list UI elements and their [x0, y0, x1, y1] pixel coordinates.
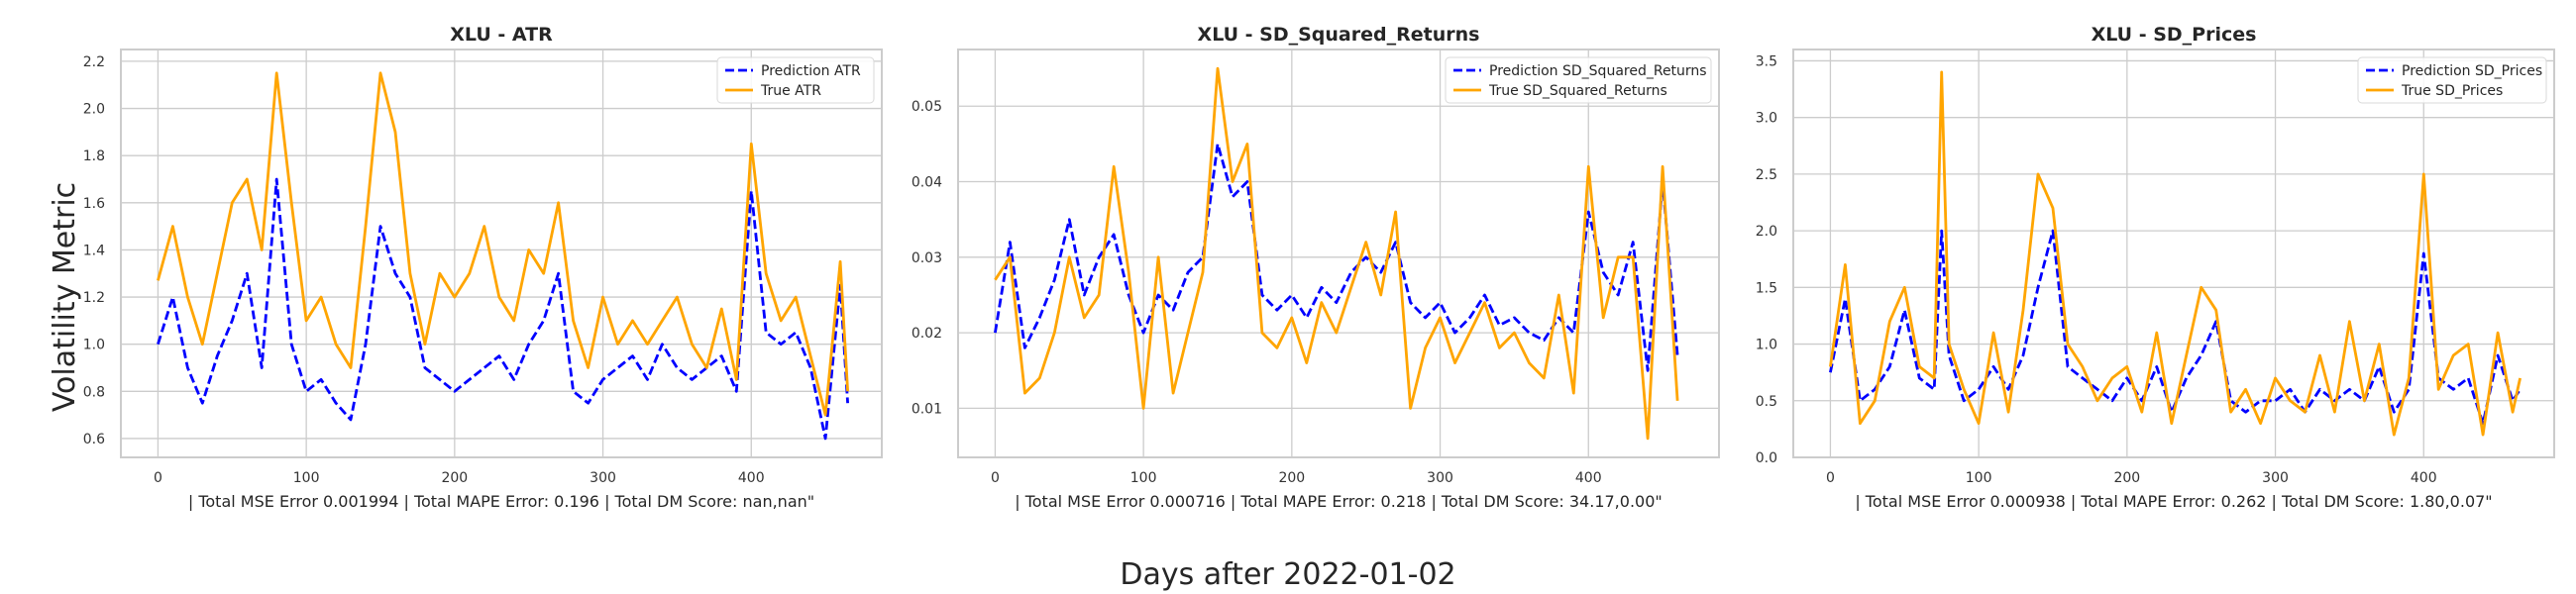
y-tick-label: 3.5: [1756, 53, 1777, 69]
legend-box: [2357, 56, 2547, 104]
legend-box: [716, 56, 875, 104]
prediction-line: [1829, 229, 2522, 426]
subplot-x-label: | Total MSE Error 0.000938 | Total MAPE …: [1855, 492, 2492, 511]
y-tick-label: 1.4: [83, 243, 105, 258]
subplot-x-label: | Total MSE Error 0.000716 | Total MAPE …: [1015, 492, 1663, 511]
y-tick-label: 1.5: [1756, 280, 1777, 296]
prediction-line: [157, 177, 849, 441]
subplot-panels: 0 100 200 300 400 0.6 0.8 1.0 1.2 1.4 1.6 1.8 2.0 2.2…: [83, 24, 2555, 511]
plot-frame: [120, 49, 883, 458]
true-line: [157, 71, 849, 417]
x-tick-label: 300: [2262, 470, 2289, 486]
y-tick-label: 2.2: [83, 54, 105, 70]
y-tick-label: 3.0: [1756, 111, 1777, 127]
x-tick-label: 0: [154, 470, 162, 486]
legend-box: [1445, 56, 1712, 104]
legend-label: True SD_Squared_Returns: [1488, 83, 1667, 99]
subplot-title: XLU - ATR: [450, 24, 553, 46]
y-tick-label: 0.05: [912, 99, 942, 115]
y-tick-label: 2.0: [83, 102, 105, 118]
x-tick-label: 100: [1130, 470, 1157, 486]
subplot-1: 0 100 200 300 400 0.6 0.8 1.0 1.2 1.4 1.6 1.8 2.0 2.2…: [83, 24, 883, 511]
x-tick-label: 400: [1575, 470, 1602, 486]
x-tick-label: 400: [2411, 470, 2437, 486]
y-tick-label: 1.0: [83, 338, 105, 353]
x-tick-label: 100: [293, 470, 320, 486]
x-tick-label: 100: [1966, 470, 1992, 486]
y-tick-label: 2.0: [1756, 224, 1777, 240]
y-tick-label: 0.01: [912, 401, 942, 417]
subplot-title: XLU - SD_Squared_Returns: [1198, 24, 1480, 46]
y-tick-label: 0.6: [83, 432, 105, 447]
x-tick-label: 0: [1826, 470, 1835, 486]
subplot-title: XLU - SD_Prices: [2092, 24, 2257, 46]
x-tick-label: 200: [1278, 470, 1305, 486]
y-tick-label: 1.2: [83, 290, 105, 306]
x-tick-label: 400: [738, 470, 765, 486]
subplot-x-label: | Total MSE Error 0.001994 | Total MAPE …: [188, 492, 814, 511]
y-tick-label: 1.0: [1756, 338, 1777, 353]
y-tick-label: 0.5: [1756, 394, 1777, 410]
y-tick-label: 0.03: [912, 250, 942, 266]
plot-frame: [1792, 49, 2555, 458]
x-tick-label: 300: [1427, 470, 1453, 486]
legend-label: Prediction SD_Squared_Returns: [1489, 63, 1707, 79]
true-line: [1829, 70, 2522, 437]
y-tick-label: 2.5: [1756, 167, 1777, 183]
subplot-2: 0 100 200 300 400 0.01 0.02 0.03 0.04 0.05 XLU - S…: [912, 24, 1720, 511]
legend-label: True ATR: [760, 83, 821, 99]
x-tick-label: 300: [590, 470, 616, 486]
x-tick-label: 200: [441, 470, 468, 486]
y-tick-label: 0.02: [912, 326, 942, 342]
legend-label: Prediction SD_Prices: [2402, 63, 2542, 79]
x-tick-label: 0: [991, 470, 1000, 486]
legend: Prediction SD_Prices True SD_Prices: [2357, 56, 2547, 104]
legend-label: True SD_Prices: [2401, 83, 2503, 99]
x-tick-label: 200: [2113, 470, 2140, 486]
y-tick-label: 0.0: [1756, 450, 1777, 466]
true-line: [994, 66, 1679, 441]
y-tick-label: 0.04: [912, 175, 942, 191]
figure-x-label: Days after 2022-01-02: [1120, 557, 1455, 592]
plot-frame: [957, 49, 1720, 458]
legend: Prediction SD_Squared_Returns True SD_Squ…: [1445, 56, 1712, 104]
y-tick-label: 1.6: [83, 196, 105, 212]
legend: Prediction ATR True ATR: [716, 56, 875, 104]
subplot-3: 0 100 200 300 400 0.0 0.5 1.0 1.5 2.0 2.5 3.0 3.5 XLU…: [1756, 24, 2555, 511]
y-tick-label: 0.8: [83, 384, 105, 400]
figure-y-label: Volatility Metric: [48, 182, 82, 412]
y-tick-label: 1.8: [83, 148, 105, 164]
legend-label: Prediction ATR: [761, 63, 861, 79]
